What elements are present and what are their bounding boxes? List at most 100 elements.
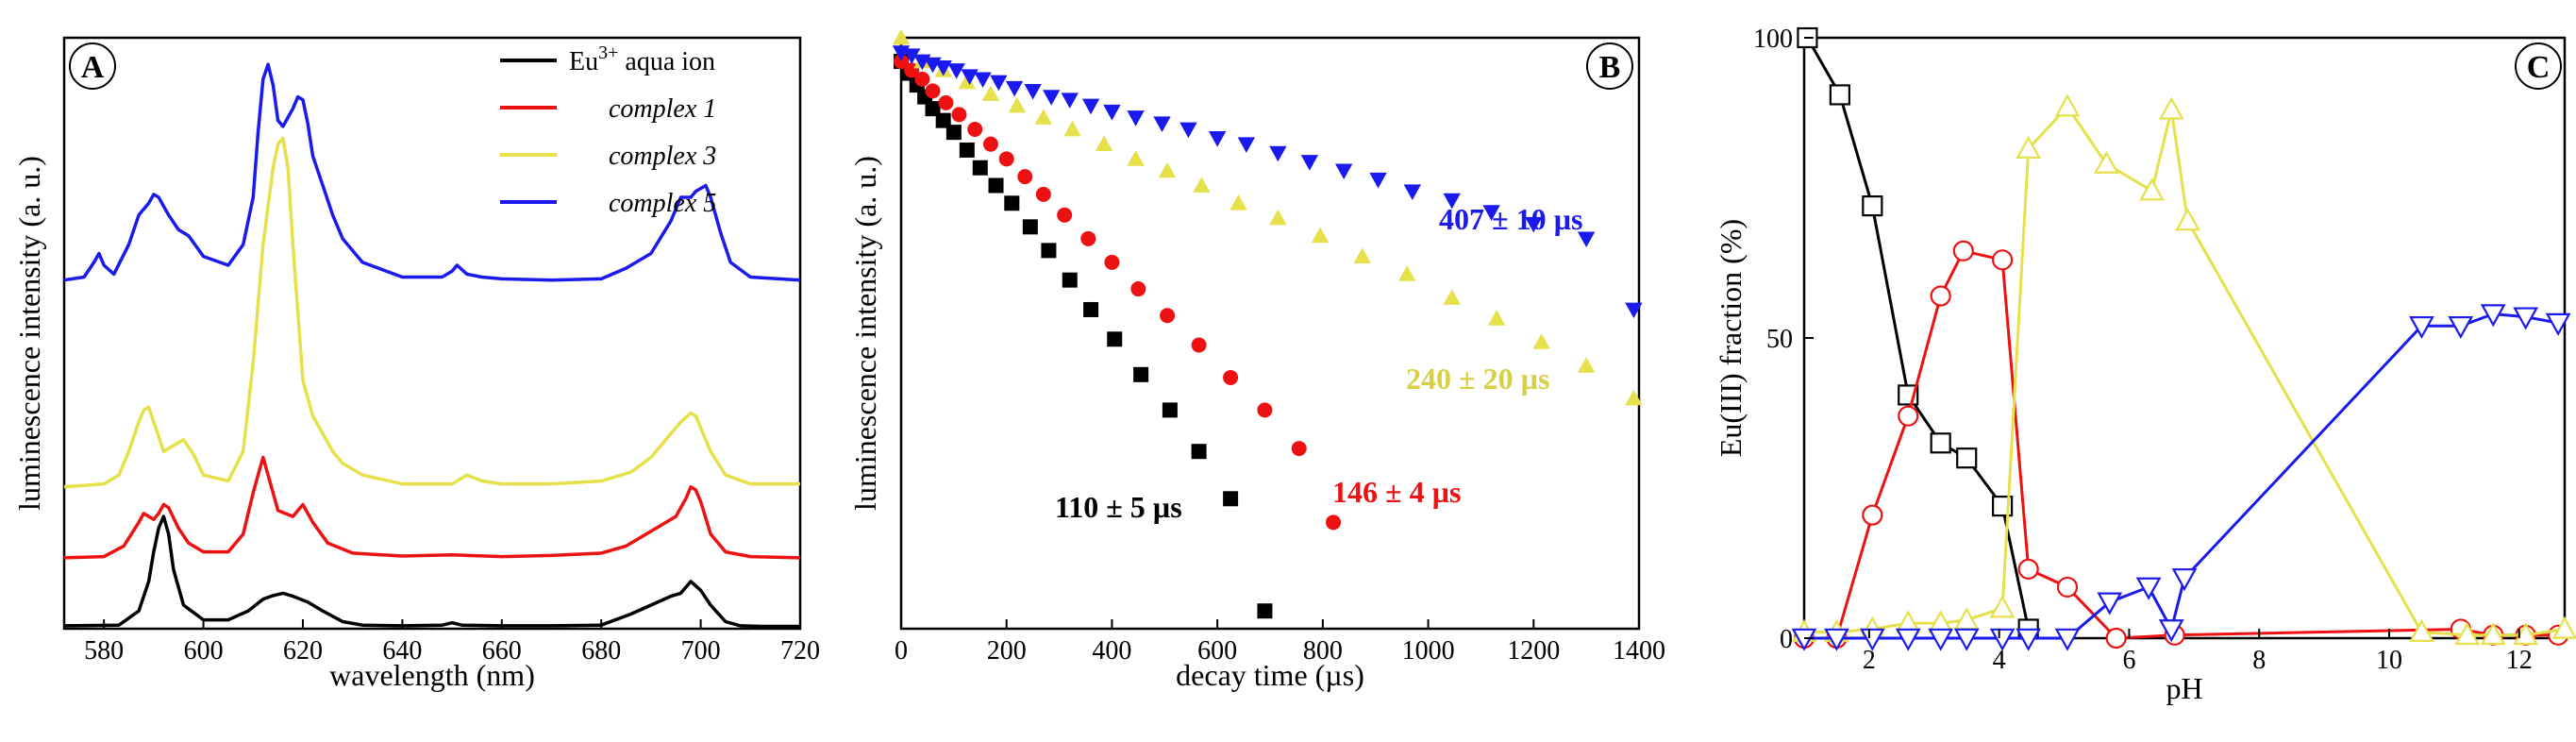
panel-b-point-complex-1	[1257, 402, 1273, 418]
panel-b-point-complex-1	[1080, 230, 1096, 246]
panel-c-line-eu3-aqua-ion	[1806, 37, 2031, 630]
panel-c-point-eu3-aqua-ion	[1862, 194, 1883, 217]
panel-c-x-label: pH	[2166, 671, 2202, 705]
panel-b-point-complex-5	[974, 72, 992, 89]
panel-c-point-complex-5	[2513, 307, 2539, 330]
panel-b-point-complex-5	[961, 69, 979, 85]
panel-b-point-complex-3	[1353, 247, 1371, 263]
panel-b-point-complex-5	[1208, 131, 1227, 147]
panel-b-point-complex-5	[1237, 137, 1256, 153]
panel-b-point-complex-5	[947, 63, 965, 79]
panel-b-point-complex-5	[1443, 193, 1461, 210]
panel-b-point-eu3-aqua-ion	[1107, 331, 1123, 347]
x-tick-label: 580	[84, 636, 124, 666]
panel-b-x-axis: 0 200 400 600 800 1000 1200 1400	[895, 619, 1665, 666]
panel-b-letter-circle	[1586, 42, 1633, 90]
y-tick-label: 0	[1780, 625, 1793, 654]
panel-b-point-complex-1	[951, 107, 967, 123]
panel-b-point-complex-5	[1482, 205, 1500, 221]
panel-b-point-complex-3	[1577, 357, 1596, 373]
panel-b-point-complex-3	[1269, 209, 1287, 226]
legend-label-aqua: Eu3+ aqua ion	[569, 42, 715, 76]
panel-b-point-complex-3	[1625, 389, 1643, 406]
panel-b-point-complex-5	[1103, 104, 1121, 121]
panel-c-point-complex-5	[2158, 619, 2184, 643]
x-tick-label: 720	[780, 636, 820, 666]
legend-label-complex-3: complex 3	[609, 142, 716, 171]
panel-c-point-complex-5	[2409, 315, 2434, 340]
panel-b-point-complex-1	[1130, 281, 1146, 297]
panel-b-point-complex-1	[1326, 514, 1342, 531]
panel-b-point-complex-5	[1525, 216, 1543, 233]
panel-b-point-eu3-aqua-ion	[1062, 272, 1078, 288]
x-tick-label: 1200	[1507, 636, 1560, 666]
panel-c-letter-circle	[2515, 42, 2562, 90]
panel-b-point-eu3-aqua-ion	[1133, 366, 1149, 382]
panel-b-point-eu3-aqua-ion	[935, 112, 951, 128]
panel-c-point-complex-3	[1989, 595, 2016, 618]
x-tick-label: 6	[2122, 646, 2135, 675]
panel-c-point-complex-1	[1992, 249, 2014, 271]
panel-b-point-complex-1	[1291, 441, 1307, 457]
y-tick-label: 100	[1753, 25, 1793, 54]
lifetime-label-complex-5: 407 ± 10 µs	[1439, 202, 1582, 236]
panel-b-point-complex-1	[938, 94, 954, 110]
panel-b-point-complex-1	[925, 83, 941, 99]
panel-c-y-axis: 0 50 100	[1753, 25, 1814, 654]
panel-c-point-complex-1	[1898, 405, 1919, 427]
panel-c-point-complex-3	[2454, 622, 2481, 646]
panel-b-point-complex-5	[1403, 184, 1422, 200]
panel-b-point-complex-3	[1034, 109, 1053, 125]
panel-b: 0 200 400 600 800 1000 1200 1400 decay time (µs…	[848, 28, 1665, 692]
panel-b-point-complex-1	[1160, 308, 1176, 324]
x-tick-label: 700	[681, 636, 721, 666]
panel-c-point-complex-1	[1952, 240, 1974, 261]
panel-b-point-complex-3	[1398, 265, 1416, 281]
panel-c-point-complex-3	[2513, 622, 2539, 646]
panel-b-point-complex-3	[1008, 96, 1027, 113]
panel-b-point-eu3-aqua-ion	[959, 142, 975, 158]
panel-b-point-complex-3	[1193, 177, 1211, 193]
panel-b-point-complex-5	[1369, 172, 1387, 189]
panel-b-point-complex-1	[1057, 207, 1073, 223]
legend-label-complex-1: complex 1	[609, 94, 716, 124]
panel-c-point-complex-3	[2480, 622, 2506, 646]
panel-c-point-complex-5	[2135, 577, 2162, 600]
panel-b-point-complex-5	[1042, 90, 1061, 106]
panel-b-point-complex-5	[1153, 116, 1171, 132]
panel-b-point-complex-5	[990, 75, 1008, 92]
panel-b-point-complex-1	[998, 151, 1014, 167]
panel-c-point-complex-3	[2139, 177, 2165, 201]
panel-c-point-complex-5	[2545, 312, 2571, 336]
panel-b-y-label: luminescence intensity (a. u.)	[848, 156, 882, 511]
panel-c-point-eu3-aqua-ion	[1829, 84, 1850, 106]
x-tick-label: 0	[895, 636, 908, 666]
panel-c-point-complex-3	[2409, 618, 2434, 642]
panel-b-point-complex-5	[1625, 302, 1643, 319]
panel-b-point-eu3-aqua-ion	[1162, 402, 1178, 418]
panel-b-point-complex-1	[914, 71, 930, 87]
panel-b-point-complex-5	[1061, 93, 1079, 109]
panel-b-point-complex-5	[1024, 83, 1042, 100]
panel-b-frame	[899, 36, 1641, 631]
panel-c-point-complex-5	[2171, 568, 2198, 592]
panel-b-point-eu3-aqua-ion	[945, 125, 962, 141]
panel-b-point-complex-3	[1127, 150, 1145, 166]
panel-c-series	[1791, 26, 2576, 651]
panel-a-letter-circle	[69, 42, 116, 90]
panel-b-point-eu3-aqua-ion	[972, 160, 988, 176]
lifetime-label-complex-1: 146 ± 4 µs	[1332, 475, 1461, 509]
panel-b-point-complex-3	[958, 73, 977, 90]
panel-c-point-eu3-aqua-ion	[1930, 432, 1951, 454]
panel-c-point-complex-5	[2480, 304, 2506, 328]
panel-c-point-complex-5	[1953, 628, 1980, 651]
panel-c-y-label: Eu(III) fraction (%)	[1714, 219, 1748, 457]
panel-b-point-eu3-aqua-ion	[1223, 491, 1239, 507]
panel-c-point-complex-5	[1928, 628, 1954, 651]
panel-a-line-complex-1	[63, 455, 801, 560]
x-tick-label: 10	[2376, 646, 2402, 675]
panel-b-x-label: decay time (µs)	[1176, 658, 1364, 692]
panel-a: 580 600 620 640 660 680 700 720 wavelength (nm)…	[12, 36, 820, 692]
